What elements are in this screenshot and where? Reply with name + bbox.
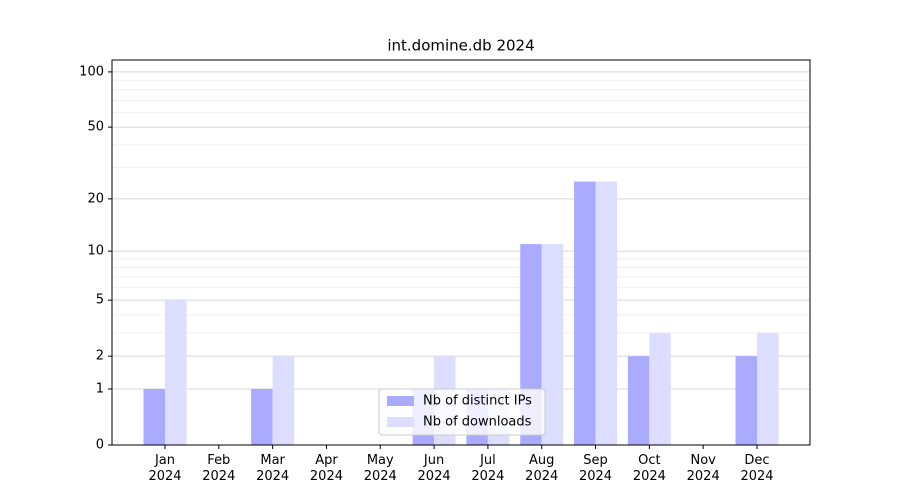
y-tick-label: 5 — [96, 293, 104, 308]
legend-label: Nb of distinct IPs — [423, 394, 532, 409]
legend: Nb of distinct IPs Nb of downloads — [378, 388, 546, 436]
x-tick-label: Dec 2024 — [740, 453, 774, 484]
y-tick-label: 20 — [87, 191, 104, 206]
bar — [272, 356, 295, 445]
chart-title: int.domine.db 2024 — [387, 37, 534, 55]
bar — [757, 332, 779, 445]
bar — [649, 332, 671, 445]
x-tick-label: Aug 2024 — [525, 453, 559, 484]
legend-swatch — [387, 396, 414, 406]
x-tick-label: Nov 2024 — [686, 453, 720, 484]
y-tick-label: 1 — [96, 381, 104, 396]
bar — [143, 388, 165, 445]
x-tick-label: Oct 2024 — [632, 453, 666, 484]
y-tick-label: 100 — [79, 64, 104, 79]
x-tick-label: Mar 2024 — [256, 453, 290, 484]
y-tick-label: 2 — [96, 349, 104, 364]
y-tick-label: 0 — [96, 438, 104, 453]
y-tick-label: 10 — [87, 244, 104, 259]
x-tick-label: May 2024 — [363, 453, 397, 484]
bar — [595, 181, 618, 445]
x-tick-label: Jul 2024 — [471, 453, 505, 484]
bar — [627, 356, 650, 445]
plot-frame — [111, 59, 811, 446]
y-tick-label: 50 — [87, 120, 104, 135]
x-tick-label: Feb 2024 — [202, 453, 236, 484]
bar — [165, 300, 187, 445]
bar — [574, 181, 596, 445]
x-tick-label: Apr 2024 — [309, 453, 343, 484]
bar — [541, 244, 564, 445]
legend-label: Nb of downloads — [423, 415, 532, 430]
bar — [251, 388, 273, 445]
x-tick-label: Sep 2024 — [578, 453, 613, 484]
bar — [735, 356, 757, 445]
legend-swatch — [387, 417, 414, 427]
x-tick-label: Jan 2024 — [148, 453, 182, 484]
legend-frame — [378, 388, 546, 436]
x-tick-label: Jun 2024 — [417, 453, 451, 484]
